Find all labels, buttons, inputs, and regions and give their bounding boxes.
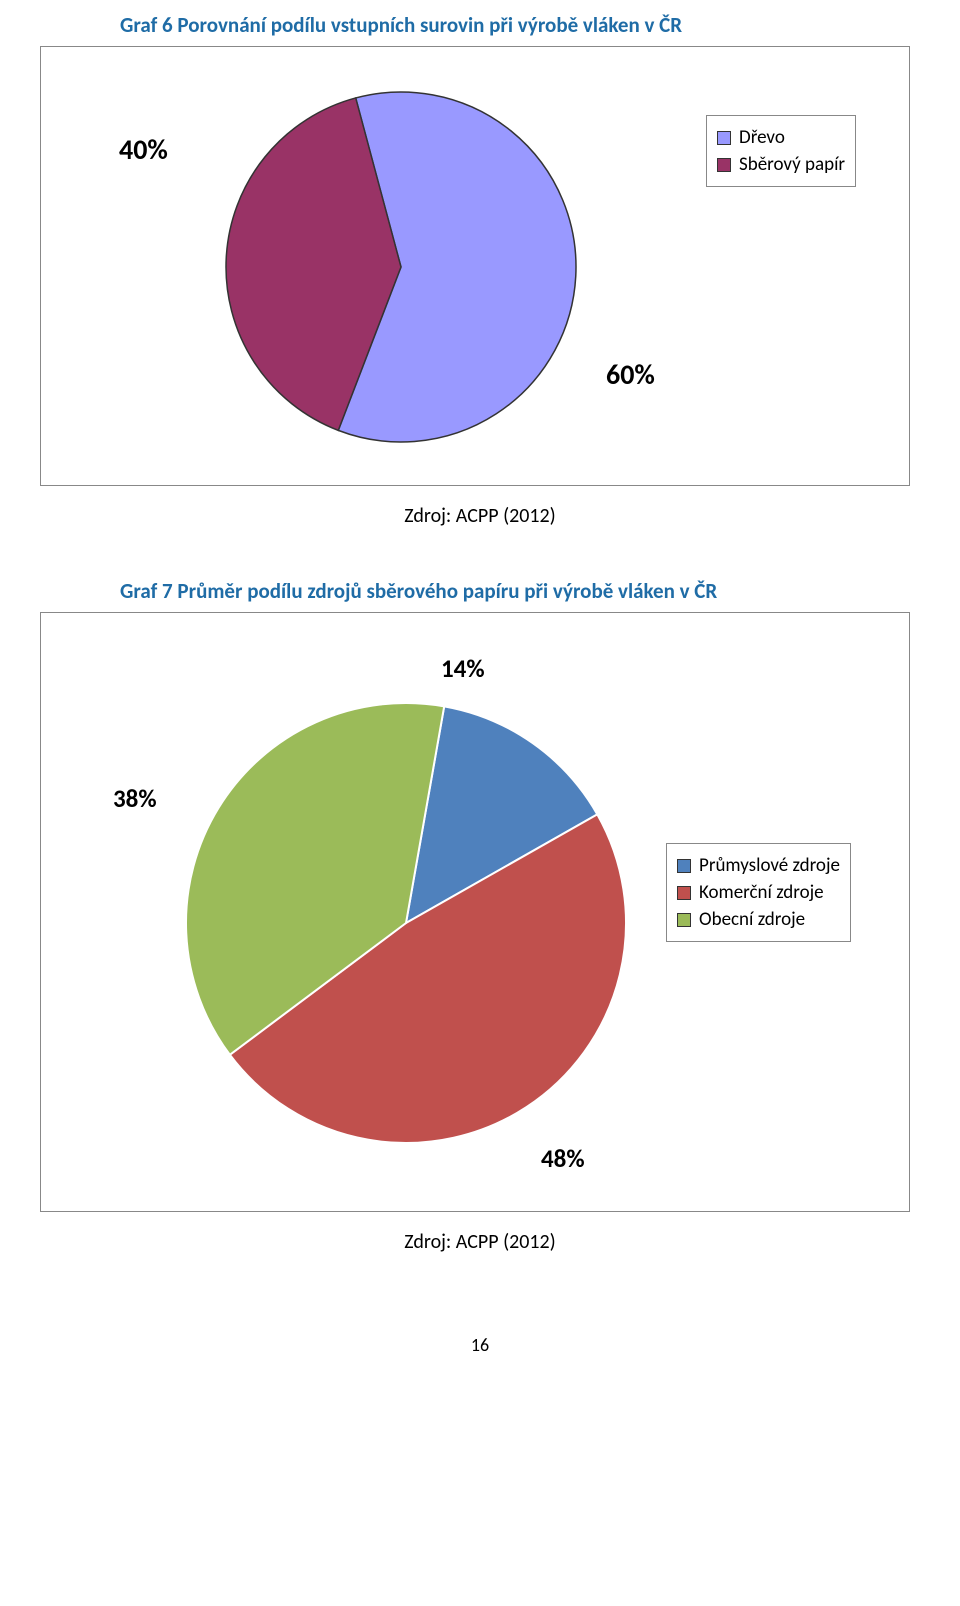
chart1-title: Graf 6 Porovnání podílu vstupních surovi… (120, 12, 940, 38)
chart2-pct-label-1: 48% (541, 1143, 585, 1174)
chart2-legend: Průmyslové zdroje Komerční zdroje Obecní… (666, 843, 851, 942)
legend-item: Dřevo (717, 126, 845, 149)
chart1-pie-slices (226, 92, 576, 442)
chart2-source: Zdroj: ACPP (2012) (20, 1230, 940, 1254)
legend-label: Sběrový papír (739, 153, 845, 176)
chart2-pct-label-2: 38% (113, 783, 157, 814)
chart1-legend: Dřevo Sběrový papír (706, 115, 856, 187)
legend-item: Komerční zdroje (677, 881, 840, 904)
legend-swatch-icon (677, 913, 691, 927)
legend-label: Komerční zdroje (699, 881, 824, 904)
legend-swatch-icon (717, 131, 731, 145)
chart1-pct-label-0: 40% (119, 132, 168, 167)
chart2-frame: 14% 48% 38% Průmyslové zdroje Komerční z… (40, 612, 910, 1212)
legend-swatch-icon (677, 859, 691, 873)
chart1-pie (41, 47, 909, 485)
legend-swatch-icon (677, 886, 691, 900)
chart2-pct-label-0: 14% (441, 653, 485, 684)
page-container: Graf 6 Porovnání podílu vstupních surovi… (0, 12, 960, 1396)
legend-label: Průmyslové zdroje (699, 854, 840, 877)
page-number: 16 (20, 1334, 940, 1356)
legend-swatch-icon (717, 158, 731, 172)
legend-item: Sběrový papír (717, 153, 845, 176)
chart1-frame: 40% 60% Dřevo Sběrový papír (40, 46, 910, 486)
chart2-pie-slices (186, 703, 626, 1143)
chart1-source: Zdroj: ACPP (2012) (20, 504, 940, 528)
chart2-title: Graf 7 Průměr podílu zdrojů sběrového pa… (120, 578, 940, 604)
chart1-pct-label-1: 60% (606, 357, 655, 392)
legend-label: Dřevo (739, 126, 785, 149)
legend-label: Obecní zdroje (699, 908, 805, 931)
legend-item: Průmyslové zdroje (677, 854, 840, 877)
legend-item: Obecní zdroje (677, 908, 840, 931)
